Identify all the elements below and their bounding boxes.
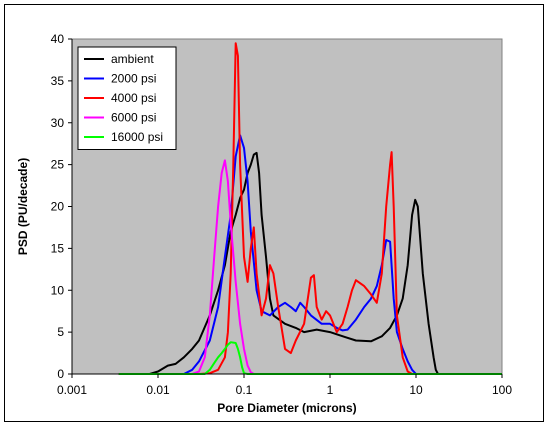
x-tick-label-0: 0.001 [57,383,87,397]
y-tick-label-3: 15 [51,241,65,255]
y-tick-label-5: 25 [51,158,65,172]
legend-label-0: ambient [111,52,154,66]
series-layer [118,42,502,375]
axis-layer: 0 5 10 15 20 25 30 35 40 0.001 0.01 0.1 1 10 100 [51,32,513,397]
series-line-4 [118,341,502,375]
legend-label-2: 4000 psi [111,91,156,105]
x-tick-label-3: 1 [327,383,334,397]
y-tick-label-6: 30 [51,116,65,130]
y-tick-label-2: 10 [51,283,65,297]
y-tick-label-1: 5 [57,325,64,339]
y-axis-title: PSD (PU/decade) [16,158,30,255]
x-tick-label-4: 10 [409,383,423,397]
x-tick-label-5: 100 [492,383,512,397]
y-tick-label-8: 40 [51,32,65,46]
x-tick-label-2: 0.1 [236,383,253,397]
x-axis-title: Pore Diameter (microns) [217,401,356,415]
legend: ambient 2000 psi 4000 psi 6000 psi 16000 psi [77,46,177,150]
legend-label-3: 6000 psi [111,111,156,125]
series-line-3 [118,159,502,375]
series-line-2 [118,42,502,375]
series-line-0 [118,151,502,375]
legend-label-4: 16000 psi [111,130,163,144]
legend-label-1: 2000 psi [111,72,156,86]
y-tick-label-0: 0 [57,367,64,381]
y-tick-label-7: 35 [51,74,65,88]
x-tick-label-1: 0.01 [146,383,170,397]
y-tick-label-4: 20 [51,200,65,214]
